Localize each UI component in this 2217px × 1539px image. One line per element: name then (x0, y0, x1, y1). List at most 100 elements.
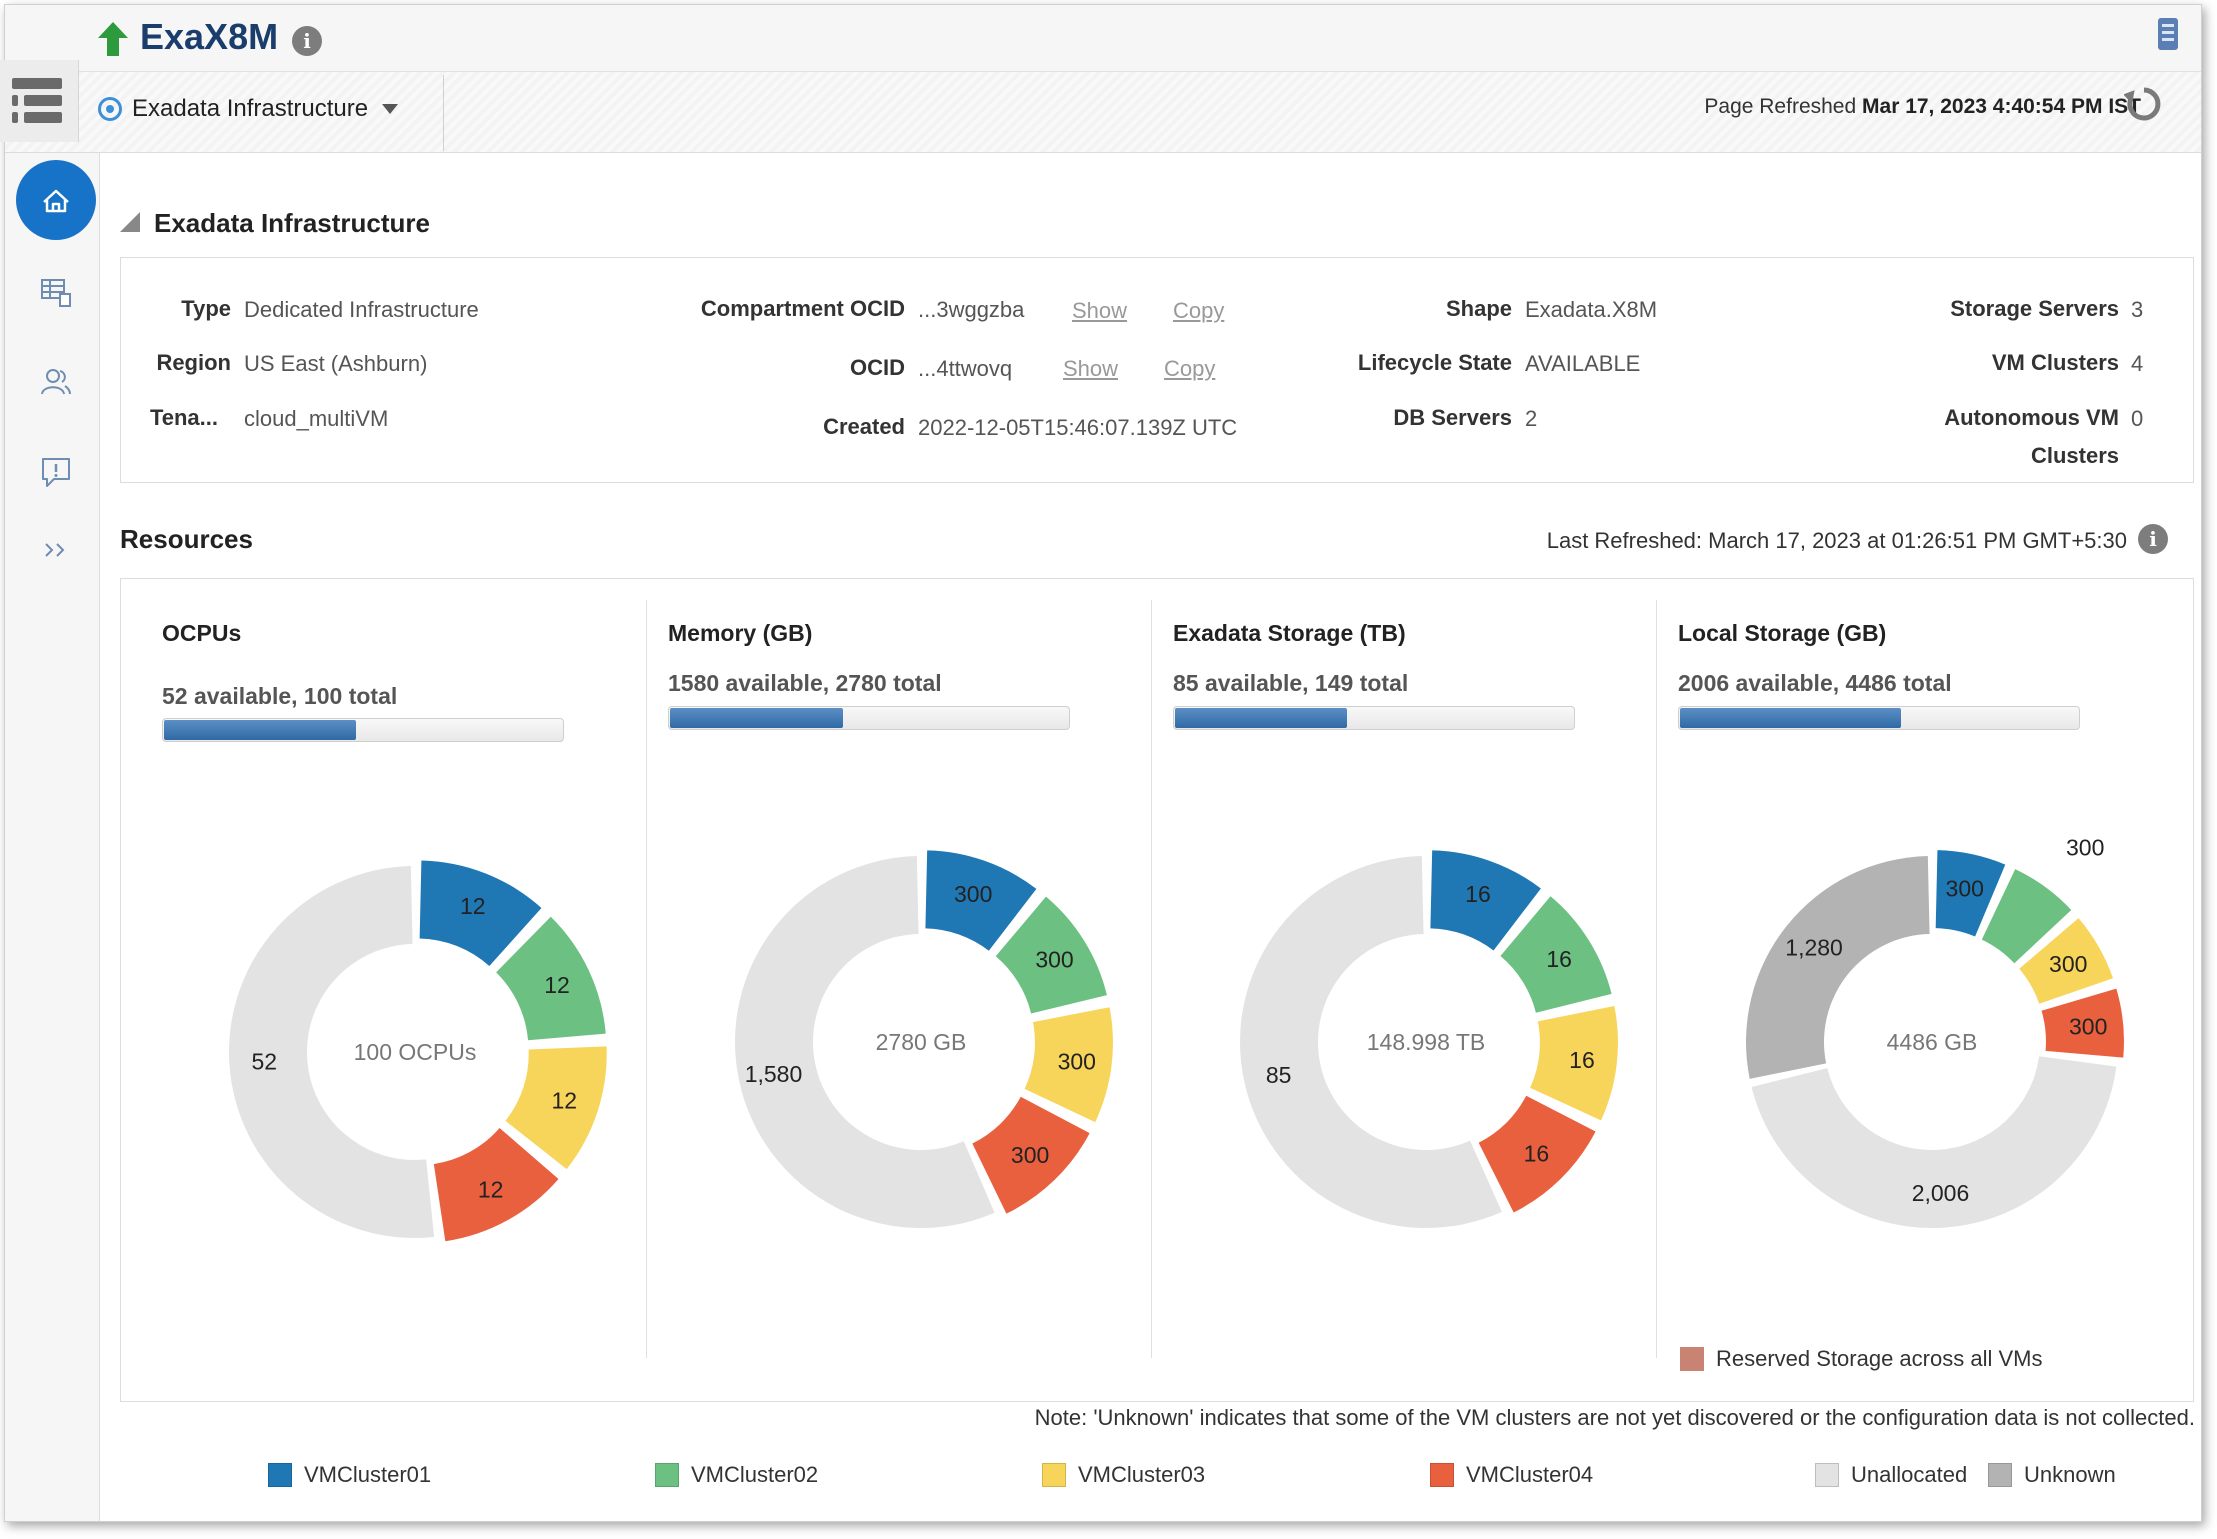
slice-label: 1,280 (1785, 935, 1843, 961)
slice-label: 2,006 (1912, 1180, 1970, 1206)
slice-vmcluster03[interactable] (505, 1046, 607, 1170)
home-button[interactable] (16, 160, 96, 240)
slice-label: 12 (552, 1088, 578, 1114)
info-icon[interactable]: i (292, 26, 322, 56)
page-refreshed: Page Refreshed Mar 17, 2023 4:40:54 PM I… (1704, 95, 2141, 119)
refresh-icon[interactable] (2124, 84, 2164, 124)
alert-message-icon[interactable] (38, 454, 74, 490)
slice-unallocated[interactable] (1240, 856, 1502, 1228)
unknown-note: Note: 'Unknown' indicates that some of t… (1034, 1405, 2195, 1430)
slice-label: 300 (2049, 951, 2087, 977)
slice-label: 52 (252, 1048, 278, 1074)
slice-vmcluster01[interactable] (1935, 850, 2006, 937)
storage-servers-value: 3 (2131, 297, 2144, 322)
legend-swatch (1988, 1463, 2012, 1487)
legend-item-vmcluster01[interactable]: VMCluster01 (268, 1462, 431, 1488)
slice-unallocated[interactable] (1751, 1056, 2117, 1228)
exadata-storage-tb-title: Exadata Storage (TB) (1173, 620, 1406, 646)
slice-unknown[interactable] (1746, 856, 1930, 1079)
created-value: 2022-12-05T15:46:07.139Z UTC (918, 415, 1238, 440)
exadata-storage-tb-donut-chart: 16 16 16 16 85 148.998 TB (1240, 850, 1618, 1228)
slice-vmcluster03[interactable] (2019, 918, 2114, 1004)
slice-vmcluster02[interactable] (995, 896, 1107, 1014)
legend-label: Unknown (2024, 1462, 2116, 1487)
db-servers-value: 2 (1525, 406, 1538, 431)
slice-vmcluster02[interactable] (1500, 896, 1612, 1013)
slice-label: 300 (2066, 834, 2104, 860)
target-type-select[interactable]: Exadata Infrastructure (98, 89, 399, 129)
slice-vmcluster02[interactable] (1981, 869, 2072, 964)
slice-vmcluster04[interactable] (972, 1096, 1090, 1214)
compartment-ocid-value: ...3wggzba (918, 297, 1025, 322)
slice-unallocated[interactable] (735, 856, 995, 1228)
exadata-storage-tb-availability: 85 available, 149 total (1173, 670, 1409, 696)
slice-vmcluster04[interactable] (2041, 988, 2124, 1058)
table-icon[interactable] (38, 274, 74, 310)
expand-icon[interactable] (38, 532, 74, 568)
slice-vmcluster03[interactable] (1024, 1007, 1113, 1123)
home-icon (43, 189, 69, 213)
lifecycle-state-value: AVAILABLE (1525, 351, 1641, 376)
panel-divider (1656, 600, 1657, 1358)
slice-vmcluster04[interactable] (433, 1127, 559, 1242)
local-storage-gb-title: Local Storage (GB) (1678, 620, 1887, 646)
autonomous-vm-clusters-label: Autonomous VM (1944, 405, 2119, 430)
page-refreshed-time: Mar 17, 2023 4:40:54 PM IST (1862, 95, 2141, 118)
slice-label: 300 (1058, 1048, 1096, 1074)
up-arrow-icon (98, 22, 128, 56)
compartment-ocid-label: Compartment OCID (700, 296, 905, 321)
exadata-storage-tb-usage-bar (1173, 706, 1575, 730)
last-refreshed: Last Refreshed: March 17, 2023 at 01:26:… (1546, 528, 2127, 553)
collapse-icon[interactable] (120, 212, 140, 232)
slice-vmcluster02[interactable] (496, 916, 606, 1041)
server-icon[interactable] (2158, 18, 2178, 50)
users-icon[interactable] (38, 364, 74, 400)
legend-item-vmcluster04[interactable]: VMCluster04 (1430, 1462, 1593, 1488)
memory-gb-center-label: 2780 GB (876, 1029, 967, 1055)
ocpus-title: OCPUs (162, 620, 242, 646)
slice-vmcluster01[interactable] (419, 860, 542, 967)
local-storage-gb-center-label: 4486 GB (1887, 1029, 1978, 1055)
ocpus-donut-chart: 12 12 12 12 52 100 OCPUs (229, 860, 607, 1242)
compartment-copy-link[interactable]: Copy (1173, 298, 1225, 323)
ocid-copy-link[interactable]: Copy (1164, 356, 1216, 381)
tenancy-value: cloud_multiVM (244, 406, 389, 431)
target-icon (98, 97, 122, 121)
region-value: US East (Ashburn) (244, 351, 428, 376)
reserved-swatch (1680, 1347, 1704, 1371)
ocid-value: ...4ttwovq (918, 356, 1013, 381)
legend-item-unallocated[interactable]: Unallocated (1815, 1462, 1967, 1488)
ocid-show-link[interactable]: Show (1063, 356, 1119, 381)
resources-title: Resources (120, 524, 253, 554)
slice-label: 16 (1569, 1047, 1595, 1073)
slice-vmcluster03[interactable] (1530, 1005, 1618, 1121)
memory-gb-usage-bar (668, 706, 1070, 730)
local-storage-gb-availability: 2006 available, 4486 total (1678, 670, 1952, 696)
ocpus-center-label: 100 OCPUs (354, 1039, 477, 1065)
legend-item-unknown[interactable]: Unknown (1988, 1462, 2116, 1488)
legend-swatch (655, 1463, 679, 1487)
compartment-show-link[interactable]: Show (1072, 298, 1128, 323)
legend-item-vmcluster03[interactable]: VMCluster03 (1042, 1462, 1205, 1488)
ocpus-usage-bar (162, 718, 564, 742)
legend-swatch (1430, 1463, 1454, 1487)
info-icon[interactable]: i (2138, 524, 2168, 554)
context-bar (5, 72, 2201, 153)
memory-gb-availability: 1580 available, 2780 total (668, 670, 942, 696)
slice-vmcluster04[interactable] (1478, 1095, 1596, 1213)
slice-unallocated[interactable] (229, 866, 435, 1238)
local-storage-gb-donut-chart: 300 300 300 300 2,006 1,280 4486 GB (1746, 834, 2124, 1228)
menu-button[interactable] (0, 60, 79, 142)
memory-gb-usage-fill (670, 708, 843, 728)
slice-label: 300 (1011, 1142, 1049, 1168)
legend-swatch (268, 1463, 292, 1487)
slice-vmcluster01[interactable] (1430, 850, 1541, 951)
slice-label: 12 (544, 972, 570, 998)
slice-vmcluster01[interactable] (925, 850, 1037, 951)
reserved-storage-legend: Reserved Storage across all VMs (1680, 1346, 2042, 1372)
legend-swatch (1815, 1463, 1839, 1487)
legend-item-vmcluster02[interactable]: VMCluster02 (655, 1462, 818, 1488)
local-storage-gb-usage-fill (1680, 708, 1901, 728)
chevron-down-icon (382, 104, 399, 114)
title-bar (5, 5, 2201, 72)
